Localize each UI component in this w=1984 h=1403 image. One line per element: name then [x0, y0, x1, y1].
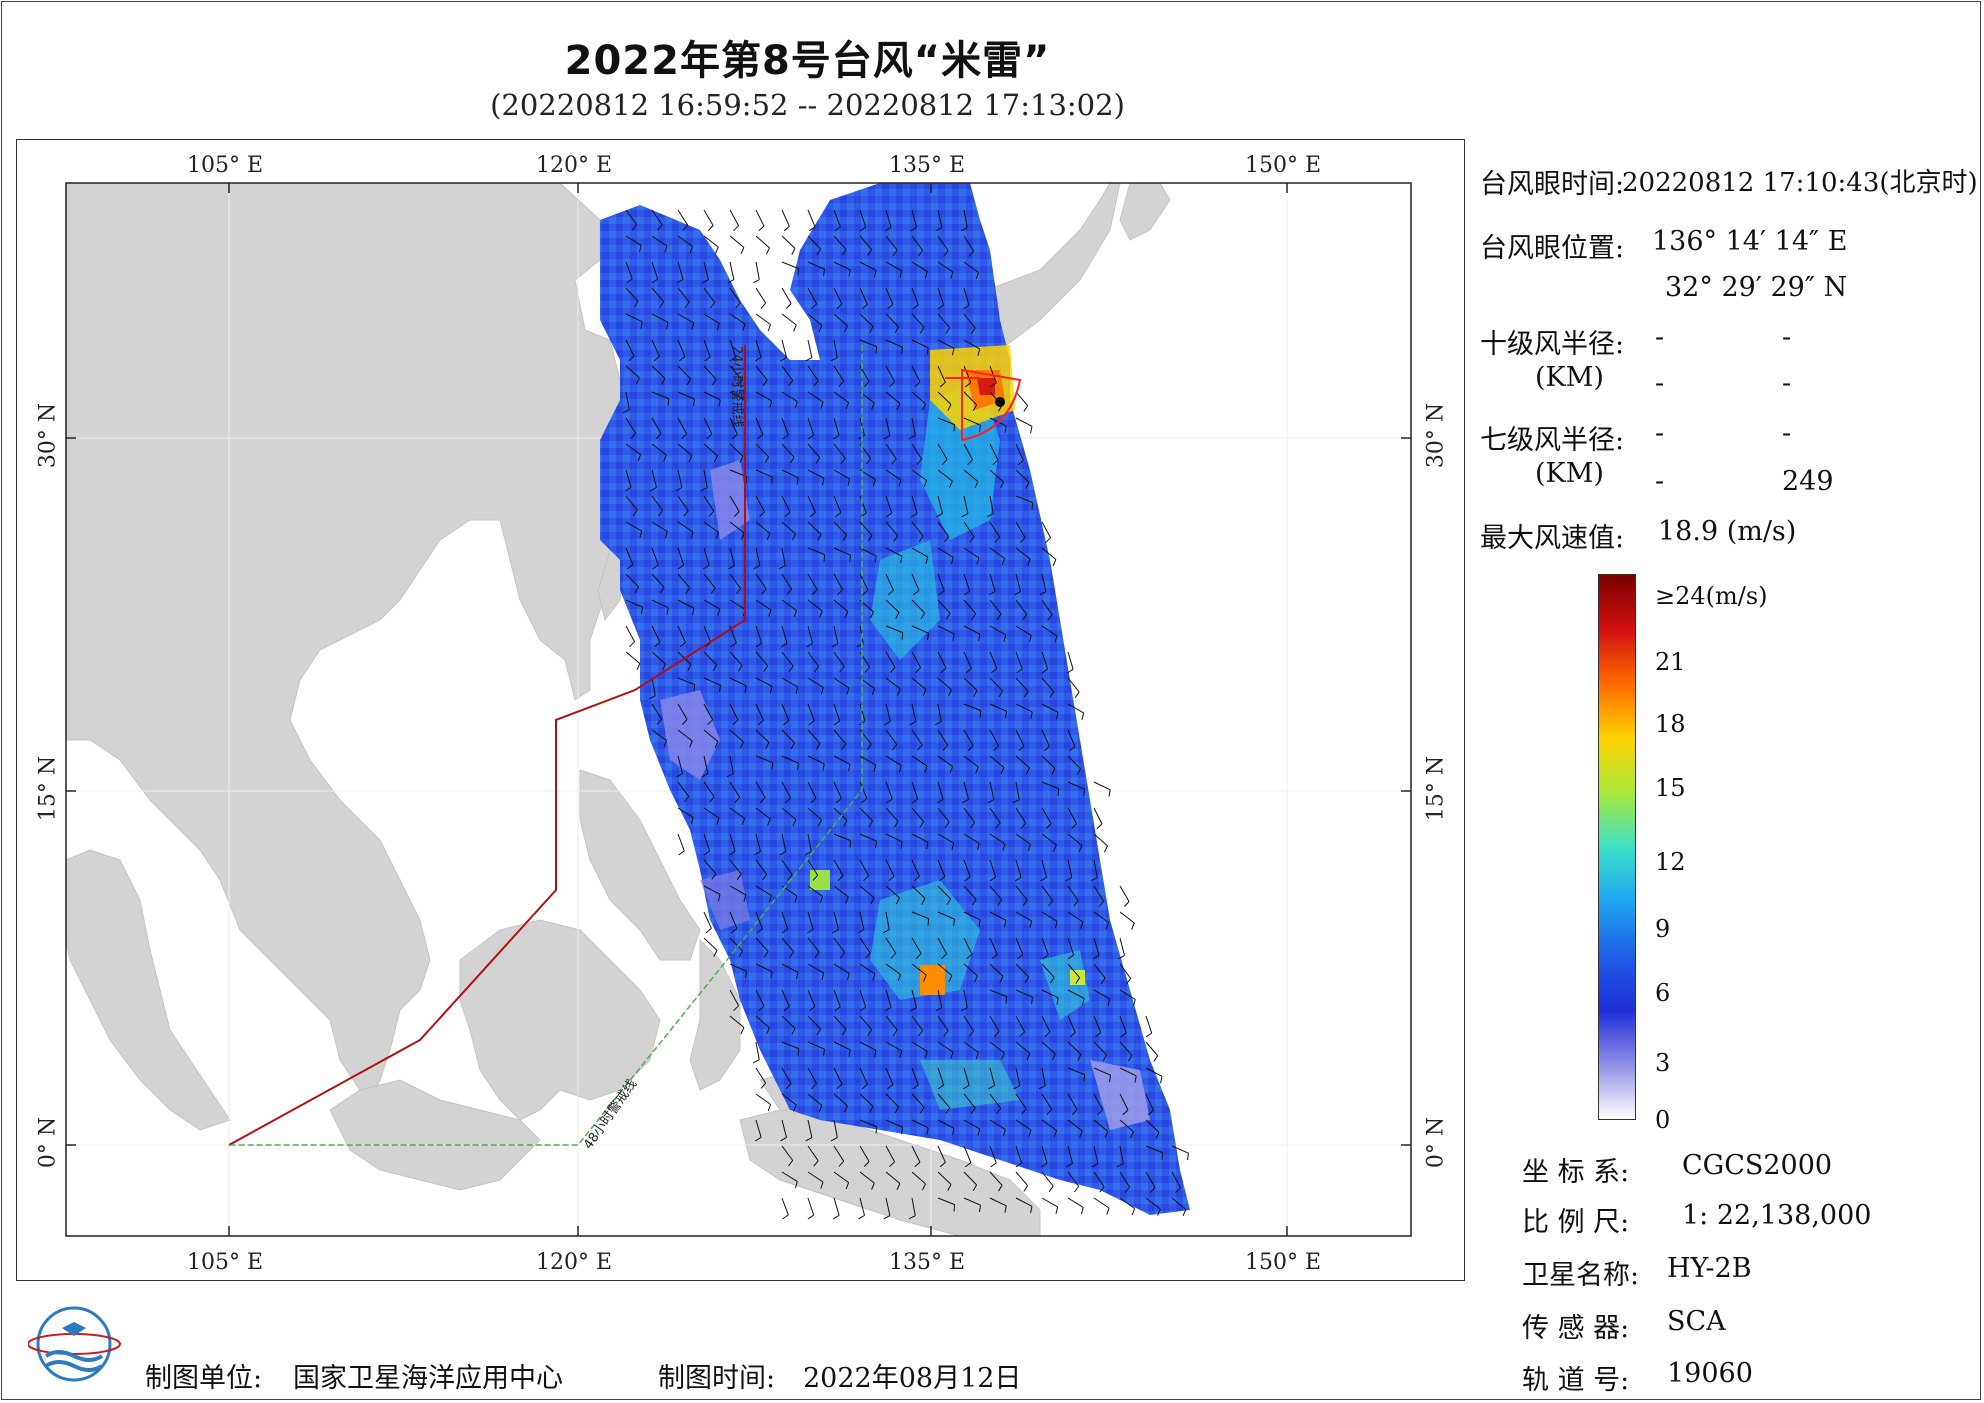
- lon-tick-bottom-120: 120° E: [536, 1250, 613, 1275]
- eye-longitude: 136° 14′ 14″ E: [1652, 226, 1848, 257]
- typhoon-center-marker: [945, 368, 1022, 442]
- eye-time-label: 台风眼时间:: [1480, 169, 1625, 200]
- r7-value-2: -: [1782, 418, 1792, 449]
- lon-tick-bottom-150: 150° E: [1245, 1250, 1322, 1275]
- colorbar-tick-3: 3: [1655, 1049, 1671, 1077]
- footer-time-value: 2022年08月12日: [803, 1363, 1022, 1394]
- lat-tick-left-30: 30° N: [35, 402, 61, 469]
- footer-time-label: 制图时间:: [658, 1363, 776, 1394]
- sensor-label: 传 感 器:: [1522, 1313, 1630, 1344]
- wind-speed-swath: [600, 183, 1190, 1215]
- satellite-value: HY-2B: [1667, 1253, 1752, 1284]
- tick-marks: [66, 183, 1411, 1236]
- eye-time-value: 20220812 17:10:43(北京时): [1622, 168, 1978, 198]
- colorbar-tick-21: 21: [1655, 648, 1686, 676]
- map-plot-border: [65, 182, 1412, 1237]
- colorbar: [1598, 574, 1636, 1120]
- r10-value-2: -: [1782, 322, 1792, 353]
- wind-barbs: [622, 209, 1189, 1220]
- r7-value-1: -: [1655, 418, 1665, 449]
- r7-km-label: (KM): [1535, 458, 1604, 489]
- crs-label: 坐 标 系:: [1522, 1157, 1630, 1188]
- r10-value-1: -: [1655, 322, 1665, 353]
- r7-value-3: -: [1655, 466, 1665, 497]
- orbit-label: 轨 道 号:: [1522, 1365, 1630, 1396]
- warning-line-24h: [228, 345, 746, 1146]
- lat-tick-left-15: 15° N: [35, 755, 61, 822]
- lon-tick-bottom-105: 105° E: [187, 1250, 264, 1275]
- observation-time-range: (20220812 16:59:52 -- 20220812 17:13:02): [490, 88, 1125, 122]
- lon-tick-top-135: 135° E: [889, 153, 966, 178]
- scale-value: 1: 22,138,000: [1682, 1200, 1872, 1231]
- lon-tick-top-120: 120° E: [536, 153, 613, 178]
- colorbar-tick-6: 6: [1655, 979, 1671, 1007]
- lat-tick-right-15: 15° N: [1423, 755, 1449, 822]
- footer-unit-label: 制图单位:: [145, 1363, 263, 1394]
- lat-tick-right-0: 0° N: [1423, 1116, 1449, 1169]
- scale-label: 比 例 尺:: [1522, 1207, 1630, 1238]
- colorbar-tick-9: 9: [1655, 915, 1671, 943]
- lon-tick-bottom-135: 135° E: [889, 1250, 966, 1275]
- r10-value-4: -: [1782, 368, 1792, 399]
- sensor-value: SCA: [1667, 1306, 1726, 1337]
- r10-value-3: -: [1655, 368, 1665, 399]
- eye-latitude: 32° 29′ 29″ N: [1665, 272, 1848, 303]
- warning-line-48h: [229, 345, 863, 1146]
- nsoas-logo-icon: [28, 1306, 121, 1382]
- warning-line-24h-label: 24小时警戒线: [729, 346, 745, 428]
- max-wind-value: 18.9 (m/s): [1658, 516, 1797, 547]
- colorbar-tick-18: 18: [1655, 710, 1686, 738]
- r10-label: 十级风半径:: [1480, 329, 1625, 360]
- colorbar-tick-0: 0: [1655, 1106, 1671, 1134]
- colorbar-tick-12: 12: [1655, 848, 1686, 876]
- lon-tick-top-105: 105° E: [187, 153, 264, 178]
- footer-unit-value: 国家卫星海洋应用中心: [293, 1363, 563, 1394]
- r7-label: 七级风半径:: [1480, 425, 1625, 456]
- orbit-value: 19060: [1667, 1358, 1753, 1389]
- satellite-label: 卫星名称:: [1522, 1260, 1640, 1291]
- colorbar-tick-15: 15: [1655, 774, 1686, 802]
- colorbar-top-label: ≥24(m/s): [1655, 582, 1768, 610]
- r10-km-label: (KM): [1535, 362, 1604, 393]
- eye-position-label: 台风眼位置:: [1480, 233, 1625, 264]
- r7-value-4: 249: [1782, 466, 1834, 497]
- crs-value: CGCS2000: [1682, 1150, 1833, 1181]
- lon-tick-top-150: 150° E: [1245, 153, 1322, 178]
- lat-tick-right-30: 30° N: [1423, 402, 1449, 469]
- page-title: 2022年第8号台风“米雷”: [564, 38, 1051, 84]
- max-wind-label: 最大风速值:: [1480, 523, 1625, 554]
- lat-tick-left-0: 0° N: [35, 1116, 61, 1169]
- map-frame: [16, 139, 1465, 1281]
